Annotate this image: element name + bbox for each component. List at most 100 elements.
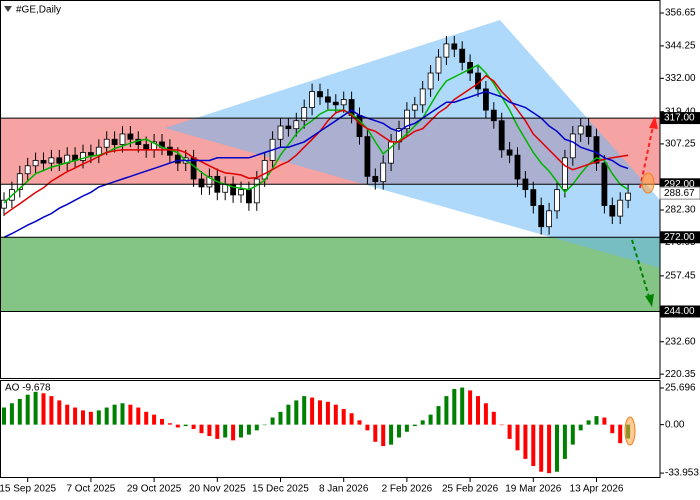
ao-bar <box>310 397 315 425</box>
current-price-label: 288.67 <box>664 188 695 199</box>
ao-bar <box>120 403 125 425</box>
ao-bar <box>223 424 228 438</box>
candle-body <box>317 91 323 98</box>
ao-bar <box>539 424 544 472</box>
arrows <box>624 116 658 446</box>
ao-bar <box>452 388 457 425</box>
ao-bar <box>555 424 559 472</box>
level-label-box <box>660 305 700 318</box>
ao-bar <box>547 424 552 474</box>
candle-body <box>238 189 244 196</box>
ao-bar <box>215 424 220 439</box>
up-arrow <box>639 125 654 189</box>
candle-body <box>569 133 576 159</box>
ao-bar <box>389 424 394 445</box>
ao-bar <box>444 396 449 425</box>
candle-body <box>48 157 55 164</box>
ao-bar <box>357 420 362 425</box>
candle-body <box>309 91 316 108</box>
ao-bar <box>239 424 243 438</box>
ao-bar <box>175 424 180 428</box>
ao-bar <box>96 410 101 425</box>
candle-body <box>451 43 458 50</box>
ao-bar <box>246 424 251 435</box>
candle-body <box>459 48 466 63</box>
ao-bar <box>365 424 370 431</box>
ao-bar <box>302 396 307 425</box>
triangle-shape <box>165 20 660 268</box>
candle-body <box>40 160 47 164</box>
level-label-box <box>660 231 700 244</box>
candle-body <box>498 120 505 151</box>
ao-bar <box>483 403 488 425</box>
candle-body <box>364 136 371 177</box>
ao-title: AO -9.678 <box>5 383 51 394</box>
ao-bar <box>144 411 149 425</box>
ao-bar <box>578 424 583 431</box>
ao-bar <box>420 420 425 425</box>
ao-bar <box>278 411 283 425</box>
candle-body <box>514 154 521 180</box>
ao-bar <box>318 400 322 425</box>
axis: 356.65344.25332.00319.40307.25282.30270.… <box>0 8 700 495</box>
ao-bar <box>88 411 93 425</box>
candle-body <box>80 152 86 161</box>
ao-bar <box>515 424 520 451</box>
candle-body <box>411 104 418 111</box>
candle-body <box>143 144 150 151</box>
ao-bar <box>199 424 204 434</box>
y-tick-label: 356.65 <box>665 8 696 19</box>
ao-bar <box>349 413 354 425</box>
ao-bar <box>73 407 78 425</box>
ao-tick-label: 25.696 <box>665 383 696 394</box>
candle-body <box>380 162 387 183</box>
down-arrow-head <box>645 294 654 307</box>
y-tick-label: 344.25 <box>665 41 696 52</box>
ao-bar <box>602 417 607 425</box>
ao-bar <box>128 404 133 425</box>
ao-bar <box>499 424 504 426</box>
ao-bar <box>333 404 338 425</box>
ao-bar <box>9 403 14 425</box>
ao-bar <box>207 424 212 437</box>
candle-body <box>577 125 584 135</box>
ao-bar <box>136 407 141 425</box>
ao-tick-label: 0.00 <box>665 419 685 430</box>
candle-body <box>554 189 560 212</box>
candle-body <box>340 99 347 106</box>
y-tick-label: 332.00 <box>665 73 696 84</box>
candle-body <box>490 109 497 122</box>
ao-bar <box>254 424 259 431</box>
candle-body <box>372 175 379 183</box>
y-tick-label: 282.30 <box>665 205 696 216</box>
ao-bar <box>41 393 46 425</box>
ao-bar <box>468 390 473 425</box>
up-arrow-head <box>649 116 658 129</box>
candle-body <box>435 56 442 74</box>
highlight <box>624 416 636 446</box>
zone <box>0 237 660 312</box>
ao-bar <box>286 404 291 425</box>
moving-average <box>3 74 629 216</box>
ao-bar <box>167 423 172 425</box>
ao-frame <box>0 380 661 478</box>
candle-body <box>206 175 213 188</box>
ao-bar <box>460 387 465 425</box>
ao-bar <box>33 391 38 425</box>
ao-bar <box>2 407 6 425</box>
down-arrow <box>631 239 650 298</box>
ao-bar <box>49 396 54 425</box>
chart-title: #GE,Daily <box>16 5 61 16</box>
ao-bar <box>412 424 417 427</box>
x-tick-label: 20 Nov 2025 <box>189 484 246 495</box>
ao-bar <box>397 424 401 438</box>
ao-bar <box>104 407 109 425</box>
candle-body <box>277 125 284 140</box>
candle-body <box>198 178 205 188</box>
ao-bar <box>231 424 236 441</box>
ao-bar <box>270 417 275 425</box>
ao-bar <box>191 424 196 429</box>
ao-bar <box>381 424 386 447</box>
plot <box>0 35 660 474</box>
highlight <box>641 172 655 194</box>
